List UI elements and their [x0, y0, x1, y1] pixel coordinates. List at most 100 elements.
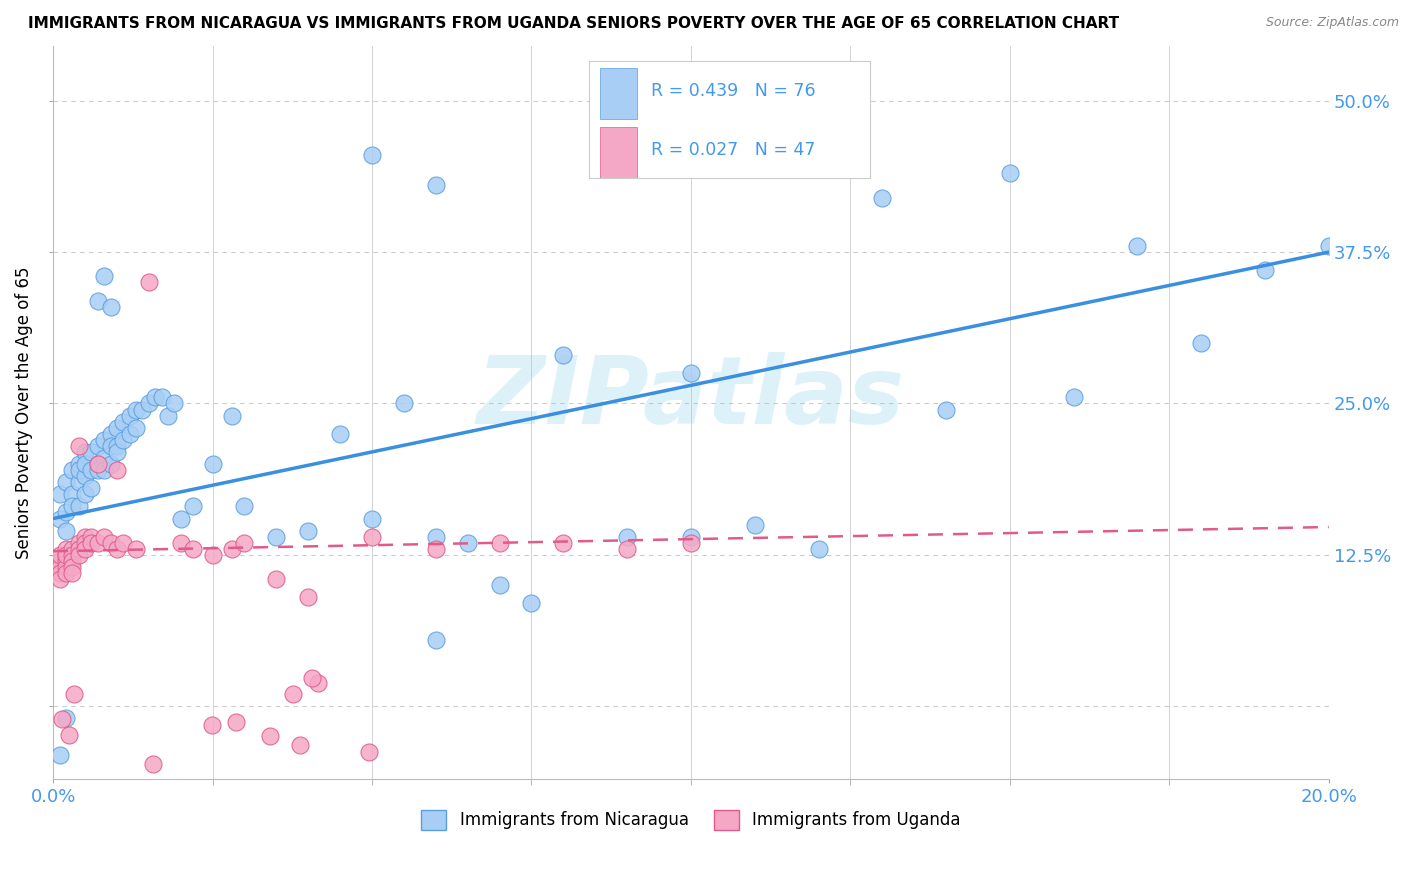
Point: [67, 548, 90, 562]
Point: [359, 745, 381, 759]
Point: [67, 457, 90, 471]
Point: [48, 487, 70, 501]
Point: [63, 687, 86, 701]
Point: [55, 711, 77, 725]
Point: [520, 596, 543, 610]
Point: [67, 439, 90, 453]
Point: [392, 396, 415, 410]
Point: [60, 566, 83, 580]
Point: [60, 548, 83, 562]
Point: [616, 530, 638, 544]
Point: [55, 548, 77, 562]
Point: [80, 530, 103, 544]
Point: [67, 463, 90, 477]
Point: [301, 672, 323, 686]
Point: [87, 457, 110, 471]
Point: [73, 469, 96, 483]
Point: [58, 727, 80, 741]
Point: [73, 530, 96, 544]
Point: [361, 148, 384, 162]
Point: [87, 457, 110, 471]
Point: [80, 463, 103, 477]
Point: [425, 632, 447, 647]
Point: [1317, 239, 1340, 253]
Point: [48, 566, 70, 580]
Point: [60, 463, 83, 477]
Point: [156, 409, 179, 423]
Point: [118, 409, 141, 423]
Point: [297, 591, 319, 605]
Point: [170, 511, 193, 525]
Legend: Immigrants from Nicaragua, Immigrants from Uganda: Immigrants from Nicaragua, Immigrants fr…: [415, 803, 967, 837]
Point: [55, 475, 77, 490]
Point: [288, 738, 311, 752]
Point: [105, 420, 128, 434]
Point: [105, 445, 128, 459]
Point: [872, 191, 894, 205]
Point: [80, 481, 103, 495]
Point: [67, 500, 90, 514]
Point: [143, 391, 166, 405]
Point: [87, 439, 110, 453]
Point: [233, 500, 256, 514]
Point: [183, 500, 205, 514]
Point: [55, 506, 77, 520]
Point: [266, 530, 288, 544]
Text: Source: ZipAtlas.com: Source: ZipAtlas.com: [1265, 16, 1399, 29]
Point: [105, 463, 128, 477]
Point: [1189, 335, 1212, 350]
Point: [201, 548, 224, 562]
Point: [201, 457, 224, 471]
Point: [73, 487, 96, 501]
Point: [112, 415, 135, 429]
Point: [67, 535, 90, 549]
Point: [281, 687, 304, 701]
Point: [225, 714, 247, 729]
Point: [55, 541, 77, 556]
Point: [125, 402, 148, 417]
Point: [553, 535, 575, 549]
Point: [87, 293, 110, 308]
Point: [425, 541, 447, 556]
Point: [55, 566, 77, 580]
Point: [60, 541, 83, 556]
Point: [297, 524, 319, 538]
Point: [105, 541, 128, 556]
Point: [112, 535, 135, 549]
Point: [80, 535, 103, 549]
Point: [73, 535, 96, 549]
Point: [998, 166, 1021, 180]
Point: [361, 530, 384, 544]
Point: [259, 729, 281, 743]
Point: [488, 578, 510, 592]
Text: IMMIGRANTS FROM NICARAGUA VS IMMIGRANTS FROM UGANDA SENIORS POVERTY OVER THE AGE: IMMIGRANTS FROM NICARAGUA VS IMMIGRANTS …: [28, 16, 1119, 31]
Point: [100, 457, 122, 471]
Point: [80, 445, 103, 459]
Point: [55, 560, 77, 574]
Point: [48, 747, 70, 762]
Point: [48, 554, 70, 568]
Point: [221, 409, 243, 423]
Point: [266, 572, 288, 586]
Point: [93, 450, 115, 465]
Point: [488, 535, 510, 549]
Point: [1063, 391, 1085, 405]
Point: [125, 420, 148, 434]
Point: [1126, 239, 1149, 253]
Point: [679, 535, 702, 549]
Point: [183, 541, 205, 556]
Point: [150, 391, 173, 405]
Point: [221, 541, 243, 556]
Point: [679, 530, 702, 544]
Point: [1254, 263, 1277, 277]
Point: [744, 517, 766, 532]
Point: [67, 475, 90, 490]
Point: [93, 433, 115, 447]
Point: [60, 487, 83, 501]
Point: [55, 524, 77, 538]
Text: ZIPatlas: ZIPatlas: [477, 352, 905, 444]
Point: [457, 535, 479, 549]
Point: [67, 541, 90, 556]
Point: [73, 445, 96, 459]
Point: [51, 712, 73, 726]
